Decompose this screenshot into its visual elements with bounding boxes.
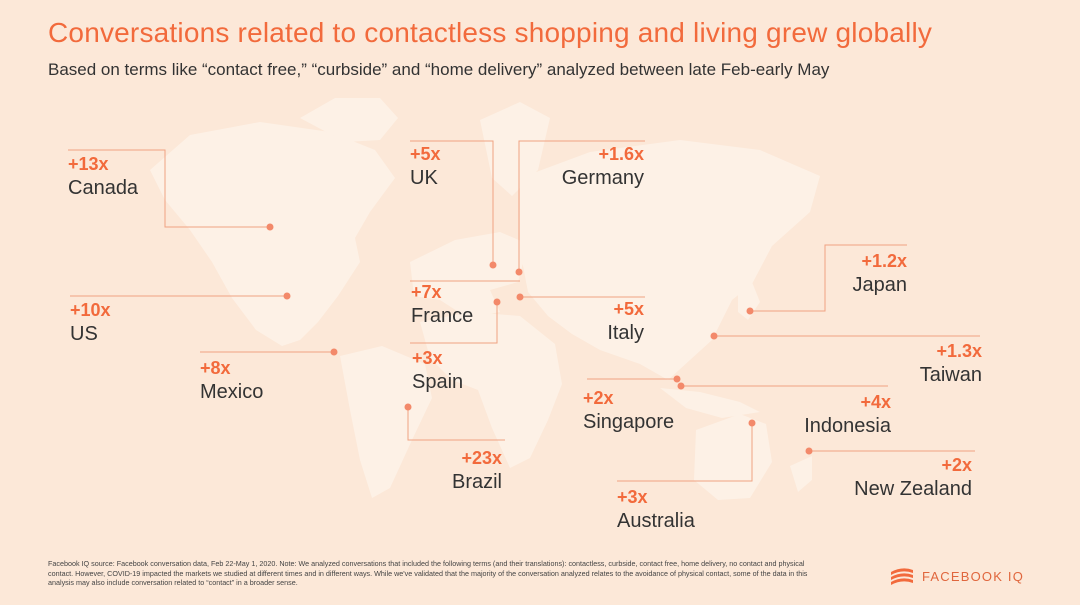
leader-lines [68,140,980,482]
brand-name: FACEBOOK IQ [922,568,1025,584]
country-label-germany: +1.6x Germany [562,145,644,188]
country-markers [266,223,813,455]
country-label-new-zealand: +2x New Zealand [854,456,972,499]
leader-line-germany [518,140,645,272]
marker-canada [266,223,274,231]
country-label-uk: +5x UK [410,145,441,188]
country-name: Germany [561,167,644,189]
marker-new-zealand [805,447,813,455]
country-label-japan: +1.2x Japan [853,252,908,295]
leader-line-uk [410,140,494,265]
country-name: Brazil [451,471,502,493]
country-value: +3x [617,487,648,507]
marker-taiwan [710,332,718,340]
marker-australia [748,419,756,427]
country-value: +10x [70,300,111,320]
country-label-us: +10x US [70,301,111,344]
country-value: +1.2x [861,251,907,271]
country-label-indonesia: +4x Indonesia [804,393,891,436]
page-title: Conversations related to contactless sho… [48,17,933,48]
country-name: Australia [617,510,695,532]
country-name: Singapore [583,411,675,433]
country-value: +7x [411,282,442,302]
page-subtitle: Based on terms like “contact free,” “cur… [48,60,830,79]
country-value: +1.3x [936,341,982,361]
marker-mexico [330,348,338,356]
country-value: +2x [583,388,614,408]
marker-france [516,293,524,301]
country-label-mexico: +8x Mexico [200,359,263,402]
leader-line-australia [617,423,753,482]
leader-line-canada [68,149,270,228]
leader-line-brazil [407,407,505,441]
marker-singapore [673,375,681,383]
facebook-iq-brand: FACEBOOK IQ [890,565,1024,587]
country-label-canada: +13x Canada [68,155,138,198]
source-footnote: Facebook IQ source: Facebook conversatio… [48,559,808,587]
facebook-iq-logo-icon [891,568,913,585]
marker-brazil [404,403,412,411]
country-value: +5x [410,144,441,164]
marker-indonesia [677,382,685,390]
marker-uk [489,261,497,269]
country-name: UK [410,167,438,189]
country-value: +5x [613,299,644,319]
leader-line-japan [750,244,907,312]
marker-japan [746,307,754,315]
country-label-singapore: +2x Singapore [583,389,674,432]
country-name: Canada [68,177,139,199]
marker-us [283,292,291,300]
country-name: Taiwan [919,364,982,386]
country-name: Italy [607,322,644,344]
country-value: +23x [461,448,502,468]
marker-spain [493,298,501,306]
country-name: Indonesia [804,415,891,437]
country-value: +1.6x [598,144,644,164]
country-value: +13x [68,154,109,174]
country-label-brazil: +23x Brazil [452,449,502,492]
country-name: Spain [412,371,464,393]
country-label-italy: +5x Italy [607,300,644,343]
marker-germany [515,268,523,276]
country-value: +3x [412,348,443,368]
country-label-spain: +3x Spain [412,349,463,392]
country-name: France [411,305,474,327]
world-map-landmass [150,98,820,500]
country-name: US [70,323,98,345]
country-value: +4x [860,392,891,412]
country-value: +8x [200,358,231,378]
country-name: New Zealand [854,478,972,500]
country-value: +2x [941,455,972,475]
country-name: Mexico [200,381,264,403]
country-name: Japan [852,274,908,296]
country-label-australia: +3x Australia [617,488,695,531]
leader-line-spain [410,302,498,344]
country-label-france: +7x France [411,283,473,326]
country-label-taiwan: +1.3x Taiwan [920,342,982,385]
